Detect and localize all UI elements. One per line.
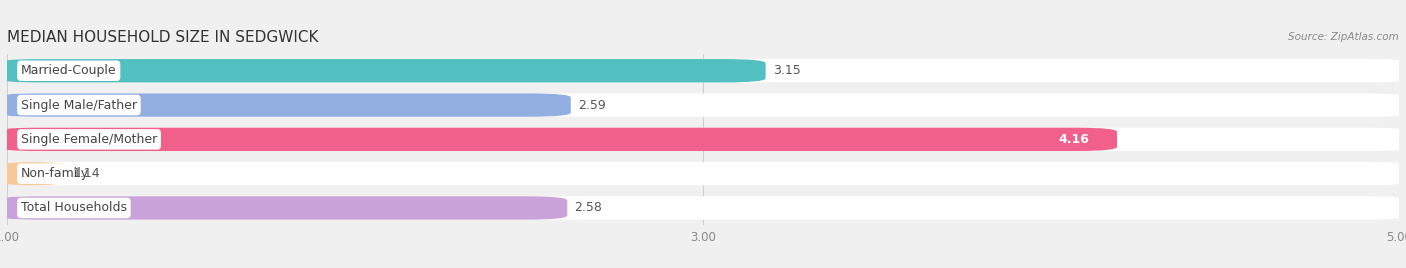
FancyBboxPatch shape xyxy=(0,162,1406,185)
Text: 2.59: 2.59 xyxy=(578,99,606,111)
FancyBboxPatch shape xyxy=(0,93,571,117)
Text: 1.14: 1.14 xyxy=(73,167,101,180)
FancyBboxPatch shape xyxy=(0,128,1406,151)
Text: Single Male/Father: Single Male/Father xyxy=(21,99,136,111)
FancyBboxPatch shape xyxy=(0,196,567,220)
Text: 4.16: 4.16 xyxy=(1059,133,1090,146)
Text: Source: ZipAtlas.com: Source: ZipAtlas.com xyxy=(1288,32,1399,43)
Text: Married-Couple: Married-Couple xyxy=(21,64,117,77)
FancyBboxPatch shape xyxy=(0,59,1406,83)
Text: Single Female/Mother: Single Female/Mother xyxy=(21,133,157,146)
Text: MEDIAN HOUSEHOLD SIZE IN SEDGWICK: MEDIAN HOUSEHOLD SIZE IN SEDGWICK xyxy=(7,31,319,46)
FancyBboxPatch shape xyxy=(0,93,1406,117)
FancyBboxPatch shape xyxy=(0,128,1118,151)
Text: Non-family: Non-family xyxy=(21,167,89,180)
FancyBboxPatch shape xyxy=(0,59,766,83)
Text: 2.58: 2.58 xyxy=(574,202,602,214)
Text: Total Households: Total Households xyxy=(21,202,127,214)
Text: 3.15: 3.15 xyxy=(772,64,800,77)
FancyBboxPatch shape xyxy=(0,196,1406,220)
FancyBboxPatch shape xyxy=(0,162,66,185)
